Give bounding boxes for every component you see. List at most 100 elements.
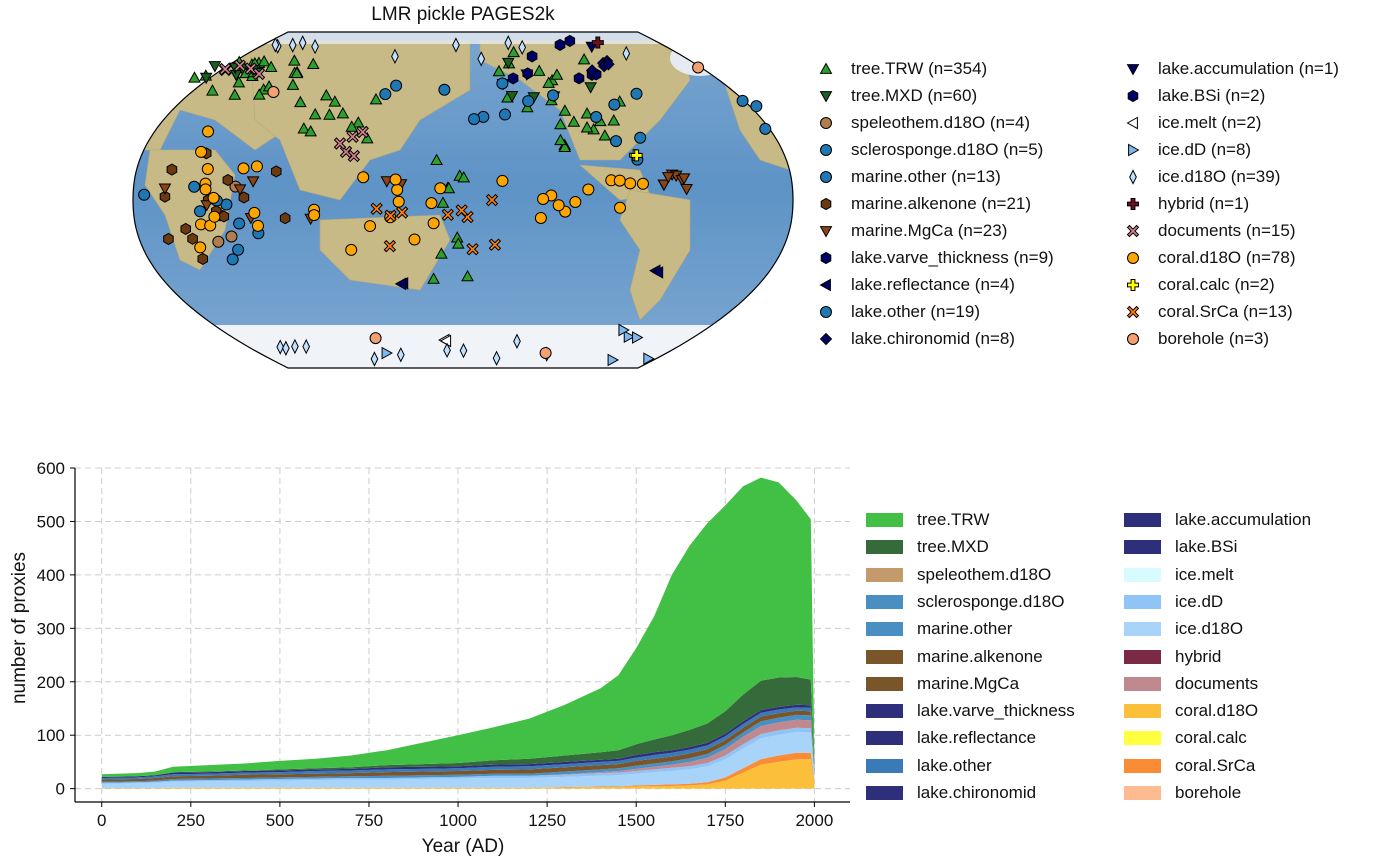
proxy-map bbox=[132, 31, 794, 369]
chart-axes: 0 250 500 750 1000 1250 1500 1750 2000 0 100 200 300… bbox=[37, 459, 850, 830]
map-legend-item: lake.varve_thickness (n=9) bbox=[815, 247, 1054, 269]
legend-swatch bbox=[1124, 567, 1161, 582]
map-legend-label: marine.alkenone (n=21) bbox=[851, 194, 1032, 213]
chart-legend-label: lake.varve_thickness bbox=[917, 701, 1075, 721]
markers-coral-calc bbox=[629, 149, 643, 162]
y-tick-label: 100 bbox=[37, 726, 65, 745]
map-legend-label: lake.chironomid (n=8) bbox=[851, 329, 1015, 348]
legend-marker-icon bbox=[1128, 143, 1140, 157]
chart-legend-label: speleothem.d18O bbox=[917, 564, 1052, 584]
chart-legend-label: documents bbox=[1175, 673, 1259, 693]
chart-legend-item: lake.other bbox=[866, 756, 992, 776]
legend-swatch bbox=[866, 786, 903, 800]
chart-legend-item: speleothem.d18O bbox=[866, 565, 1051, 585]
markers-coral-d18O bbox=[194, 125, 649, 256]
legend-swatch bbox=[866, 622, 903, 637]
chart-legend-label: coral.SrCa bbox=[1175, 755, 1256, 775]
map-legend-label: ice.dD (n=8) bbox=[1158, 140, 1252, 159]
map-legend-label: lake.other (n=19) bbox=[851, 302, 980, 321]
area-marine-alkenone bbox=[101, 710, 815, 782]
markers-ice-melt bbox=[438, 333, 452, 348]
map-legend-label: tree.MXD (n=60) bbox=[851, 86, 978, 105]
chart-legend-label: coral.d18O bbox=[1175, 701, 1259, 721]
map-legend-label: lake.reflectance (n=4) bbox=[851, 275, 1015, 294]
map-legend-item: hybrid (n=1) bbox=[1122, 193, 1249, 215]
map-legend-item: lake.accumulation (n=1) bbox=[1122, 58, 1339, 80]
markers-hybrid bbox=[591, 36, 604, 49]
map-legend-item: documents (n=15) bbox=[1122, 220, 1296, 242]
area-ice-d18O bbox=[101, 732, 815, 789]
map-legend-item: speleothem.d18O (n=4) bbox=[815, 112, 1030, 134]
map-legend-label: lake.accumulation (n=1) bbox=[1158, 59, 1339, 78]
legend-swatch bbox=[1124, 704, 1161, 719]
map-legend-item: ice.d18O (n=39) bbox=[1122, 166, 1280, 188]
map-legend-item: lake.chironomid (n=8) bbox=[815, 328, 1015, 350]
chart-legend-label: tree.MXD bbox=[917, 537, 989, 557]
legend-marker-icon bbox=[819, 62, 833, 74]
chart-legend-item: marine.alkenone bbox=[866, 647, 1043, 667]
legend-marker-icon bbox=[1127, 89, 1139, 103]
chart-legend-label: ice.melt bbox=[1175, 564, 1234, 584]
legend-marker-icon bbox=[820, 306, 832, 318]
x-tick-label: 500 bbox=[266, 811, 294, 830]
chart-legend-item: ice.dD bbox=[1124, 592, 1223, 612]
map-legend-label: lake.varve_thickness (n=9) bbox=[851, 248, 1054, 267]
map-legend-item: marine.alkenone (n=21) bbox=[815, 193, 1031, 215]
x-tick-label: 2000 bbox=[795, 811, 833, 830]
map-outline bbox=[132, 31, 794, 369]
markers-tree-TRW bbox=[188, 45, 627, 284]
markers-ice-dD bbox=[381, 323, 655, 367]
map-legend-label: ice.melt (n=2) bbox=[1158, 113, 1262, 132]
legend-marker-icon bbox=[820, 171, 832, 183]
map-legend-label: sclerosponge.d18O (n=5) bbox=[851, 140, 1044, 159]
legend-marker-icon bbox=[819, 332, 833, 346]
map-legend-item: marine.MgCa (n=23) bbox=[815, 220, 1007, 242]
map-legend-label: coral.d18O (n=78) bbox=[1158, 248, 1296, 267]
map-legend-label: tree.TRW (n=354) bbox=[851, 59, 988, 78]
legend-swatch bbox=[1124, 649, 1161, 664]
legend-marker-icon bbox=[1129, 169, 1137, 185]
legend-marker-icon bbox=[1126, 116, 1138, 130]
chart-legend-label: marine.alkenone bbox=[917, 646, 1043, 666]
chart-legend-item: lake.BSi bbox=[1124, 537, 1237, 557]
markers-lake-other bbox=[379, 77, 643, 126]
map-legend-item: coral.calc (n=2) bbox=[1122, 274, 1275, 296]
markers-sclerosponge-d18O bbox=[220, 198, 265, 266]
map-legend-item: tree.TRW (n=354) bbox=[815, 58, 987, 80]
area-marine-other bbox=[101, 714, 815, 783]
x-tick-label: 1250 bbox=[528, 811, 566, 830]
chart-areas bbox=[101, 477, 815, 789]
legend-swatch bbox=[1124, 513, 1161, 527]
y-tick-label: 500 bbox=[37, 512, 65, 531]
markers-lake-BSi bbox=[554, 34, 576, 51]
legend-marker-icon bbox=[819, 226, 833, 238]
map-title: LMR pickle PAGES2k bbox=[371, 4, 555, 25]
legend-swatch bbox=[866, 676, 903, 691]
chart-legend-item: lake.varve_thickness bbox=[866, 701, 1075, 721]
chart-legend-item: tree.TRW bbox=[866, 510, 989, 530]
chart-legend-item: coral.SrCa bbox=[1124, 756, 1255, 776]
markers-borehole bbox=[267, 61, 705, 359]
markers-documents bbox=[218, 59, 369, 163]
chart-legend-item: ice.d18O bbox=[1124, 619, 1243, 639]
legend-swatch bbox=[1124, 758, 1161, 773]
legend-marker-icon bbox=[1127, 279, 1139, 291]
map-legend-item: sclerosponge.d18O (n=5) bbox=[815, 139, 1043, 161]
map-legend-item: borehole (n=3) bbox=[1122, 328, 1269, 350]
area-tree-MXD bbox=[101, 677, 815, 777]
legend-marker-icon bbox=[1127, 333, 1139, 345]
area-coral-d18O bbox=[101, 759, 815, 789]
map-legend-item: coral.d18O (n=78) bbox=[1122, 247, 1296, 269]
chart-legend-item: documents bbox=[1124, 674, 1258, 694]
map-legend-label: lake.BSi (n=2) bbox=[1158, 86, 1266, 105]
legend-marker-icon bbox=[820, 117, 832, 129]
chart-legend-item: tree.MXD bbox=[866, 537, 989, 557]
chart-legend-item: marine.other bbox=[866, 619, 1012, 639]
x-tick-label: 250 bbox=[177, 811, 205, 830]
legend-swatch bbox=[1124, 731, 1161, 746]
chart-legend-label: lake.chironomid bbox=[917, 783, 1037, 802]
map-legend-label: coral.SrCa (n=13) bbox=[1158, 302, 1293, 321]
map-legend-item: lake.reflectance (n=4) bbox=[815, 274, 1015, 296]
legend-marker-icon bbox=[1126, 224, 1140, 238]
map-legend-item: ice.melt (n=2) bbox=[1122, 112, 1261, 134]
